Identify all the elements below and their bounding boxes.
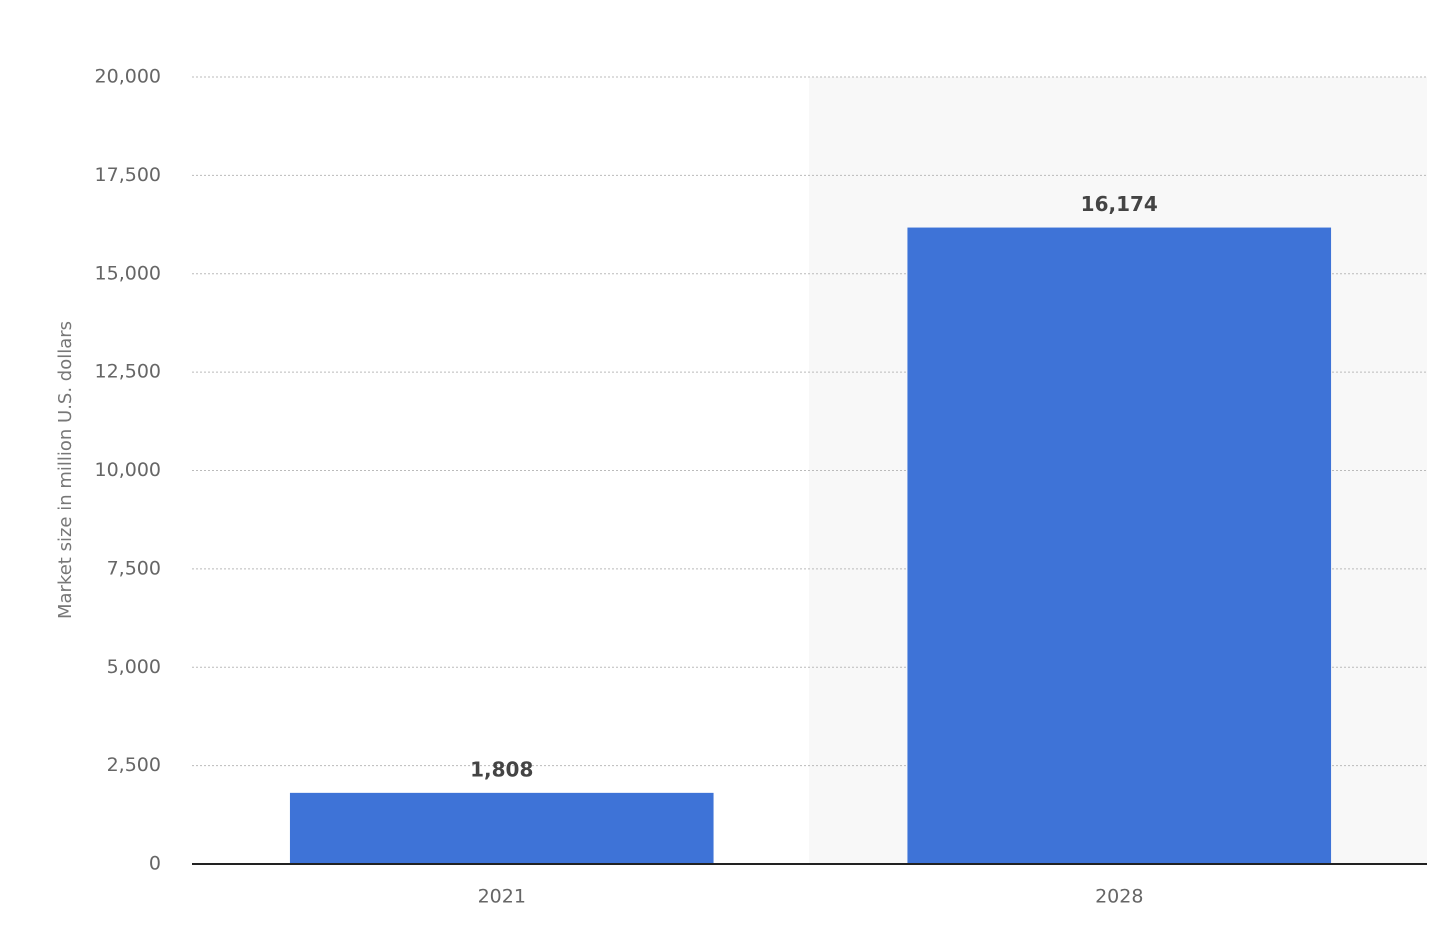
y-tick-label: 20,000 (95, 66, 161, 88)
y-tick-label: 2,500 (107, 754, 161, 776)
value-label: 1,808 (470, 757, 533, 781)
bar (289, 792, 714, 864)
y-tick-label: 10,000 (95, 459, 161, 481)
y-tick-label: 0 (149, 853, 161, 875)
y-tick-label: 5,000 (107, 656, 161, 678)
y-tick-label: 12,500 (95, 361, 161, 383)
y-tick-label: 7,500 (107, 557, 161, 579)
x-tick-label: 2021 (478, 886, 526, 908)
y-tick-label: 15,000 (95, 262, 161, 284)
y-tick-label: 17,500 (95, 164, 161, 186)
bar (907, 227, 1332, 864)
y-axis-title: Market size in million U.S. dollars (55, 321, 76, 619)
value-label: 16,174 (1081, 192, 1158, 216)
x-tick-label: 2028 (1095, 886, 1143, 908)
